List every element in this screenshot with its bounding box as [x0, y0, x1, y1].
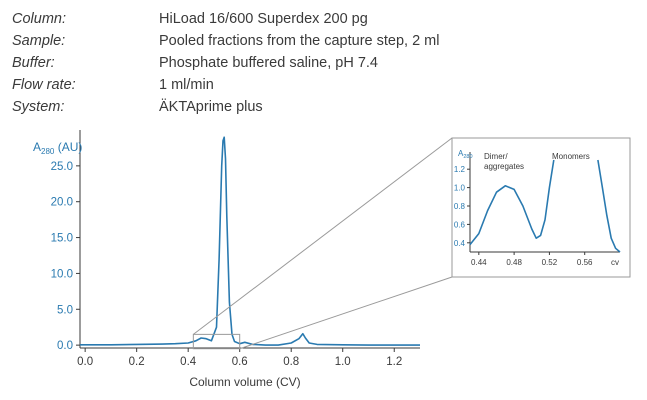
inset-y-tick-label: 0.6	[454, 220, 466, 229]
x-tick-label: 0.2	[129, 356, 145, 368]
annotation-monomers: Monomers	[552, 152, 590, 161]
x-tick-label: 0.6	[232, 356, 248, 368]
x-tick-label: 0.8	[283, 356, 299, 368]
x-axis-label: Column volume (CV)	[189, 375, 300, 389]
inset-x-unit-label: cv	[611, 258, 619, 267]
param-value: Phosphate buffered saline, pH 7.4	[159, 55, 379, 71]
inset-x-tick-label: 0.44	[471, 258, 487, 267]
inset-y-tick-label: 0.4	[454, 239, 466, 248]
param-value: ÄKTAprime plus	[159, 99, 263, 115]
inset-trace	[469, 159, 555, 246]
zoom-connector-line	[193, 137, 453, 335]
inset-y-tick-label: 0.8	[454, 202, 466, 211]
x-tick-label: 1.2	[386, 356, 402, 368]
param-label: Column:	[12, 11, 66, 27]
y-tick-label: 20.0	[51, 197, 73, 209]
x-tick-label: 0.4	[180, 356, 197, 368]
param-value: 1 ml/min	[159, 77, 214, 93]
zoom-region-box	[192, 333, 241, 350]
inset-frame	[451, 137, 631, 278]
chromatogram-trace	[80, 136, 420, 346]
y-tick-label: 5.0	[57, 304, 73, 316]
annotation-dimer: Dimer/	[484, 152, 508, 161]
param-label: System:	[12, 99, 65, 115]
param-label: Sample:	[12, 33, 66, 49]
inset-y-axis-label: A280	[458, 149, 473, 160]
param-label: Flow rate:	[12, 77, 76, 93]
inset-trace	[597, 159, 621, 253]
param-label: Buffer:	[12, 55, 55, 71]
y-axis-label: A280 (AU)	[33, 140, 82, 156]
y-tick-label: 15.0	[51, 233, 73, 245]
y-tick-label: 0.0	[57, 340, 73, 352]
inset-y-tick-label: 1.2	[454, 165, 466, 174]
zoom-connector-line	[239, 276, 453, 350]
inset-y-tick-label: 1.0	[454, 184, 466, 193]
param-value: HiLoad 16/600 Superdex 200 pg	[159, 11, 368, 27]
x-tick-label: 0.0	[77, 356, 93, 368]
inset-x-tick-label: 0.48	[506, 258, 522, 267]
y-tick-label: 25.0	[51, 161, 73, 173]
inset-x-tick-label: 0.52	[542, 258, 558, 267]
annotation-aggregates: aggregates	[484, 162, 524, 171]
y-tick-label: 10.0	[51, 268, 73, 280]
x-tick-label: 1.0	[335, 356, 351, 368]
inset-x-tick-label: 0.56	[577, 258, 593, 267]
param-value: Pooled fractions from the capture step, …	[159, 33, 440, 49]
